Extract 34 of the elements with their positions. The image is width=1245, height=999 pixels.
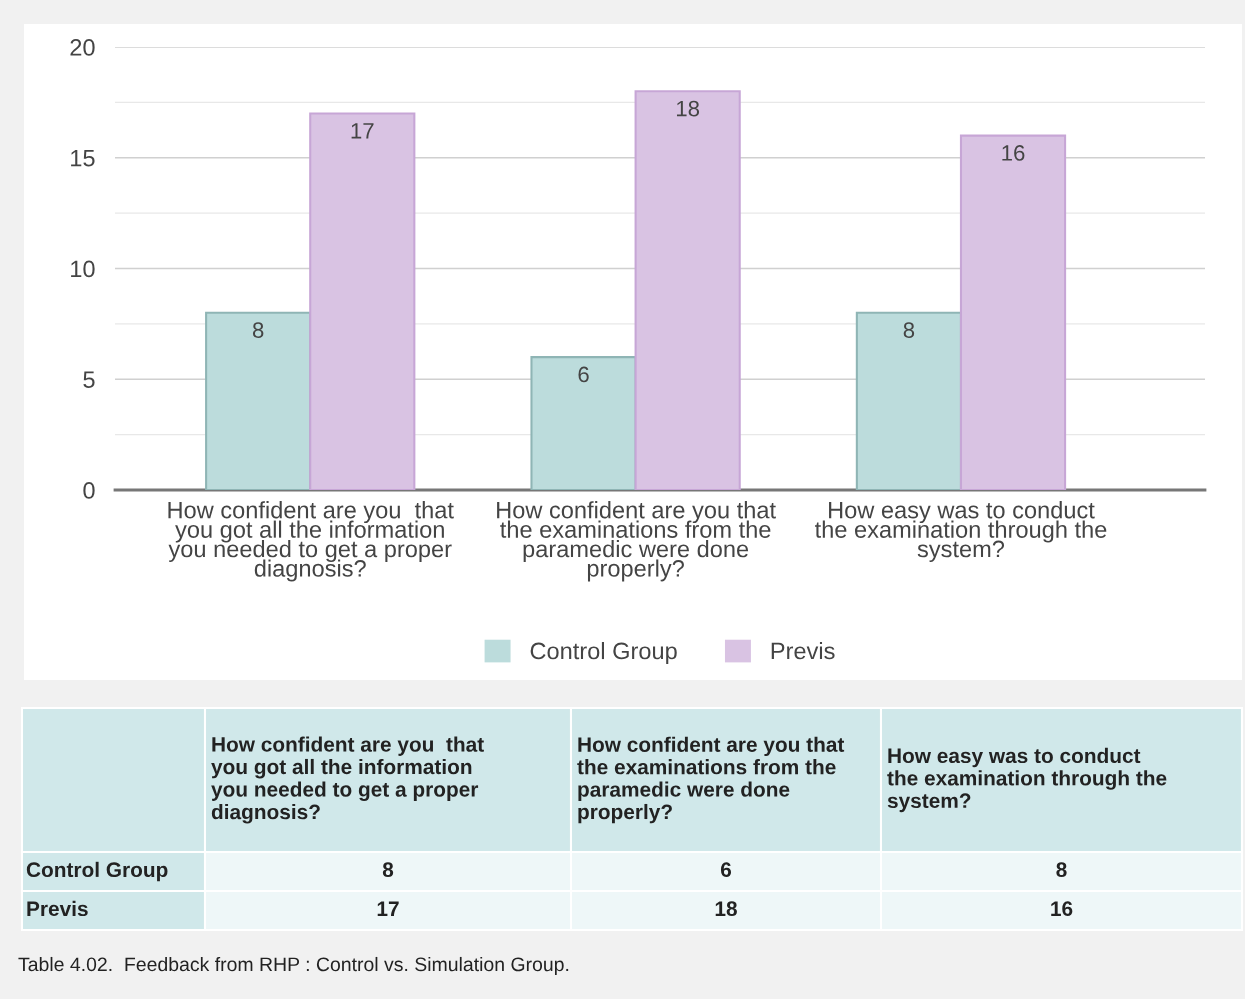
data-label: 8 [252, 322, 264, 338]
text: 17 [377, 901, 399, 916]
y-tick-label: 20 [70, 39, 95, 56]
text: 8 [382, 862, 394, 878]
data-label: 16 [1002, 145, 1025, 161]
caption: Table 4.02. Feedback from RHP : Control vs. Simulation Group. [18, 956, 569, 976]
text: 6 [720, 862, 732, 878]
y-tick-label: 10 [71, 260, 95, 278]
text: 16 [1051, 901, 1073, 917]
x-tick-label: How confident are you that the examinations from the paramedic were done properly? [497, 501, 776, 582]
y-tick-label: 5 [83, 371, 95, 389]
data-label: 6 [578, 366, 589, 383]
category-label: How confident are you that you got all the information you needed to get a proper diagnosis? [211, 736, 484, 824]
bar [309, 112, 416, 490]
bar [205, 311, 312, 490]
bar [530, 356, 637, 490]
data-label: 17 [351, 123, 374, 139]
legend-label: Control Group [530, 641, 677, 664]
data-label: 8 [903, 322, 915, 338]
data-label: 18 [676, 100, 700, 117]
category-label: How easy was to conduct the examination through the system? [887, 747, 1167, 813]
bar [959, 134, 1067, 490]
text: 18 [715, 901, 737, 917]
text: Control Group [26, 861, 168, 882]
legend-label: Previs [771, 641, 835, 660]
x-tick-label: How confident are you that you got all the information you needed to get a proper diagnosis? [168, 501, 454, 582]
y-tick-label: 15 [71, 150, 95, 167]
x-tick-label: How easy was to conduct the examination through the system? [814, 501, 1107, 563]
category-label: How confident are you that the examinations from the paramedic were done properly? [577, 736, 845, 824]
bar [634, 90, 741, 490]
text: 8 [1056, 862, 1067, 878]
y-tick-label: 0 [83, 482, 95, 499]
bar [855, 311, 963, 490]
text: Previs [27, 900, 88, 917]
